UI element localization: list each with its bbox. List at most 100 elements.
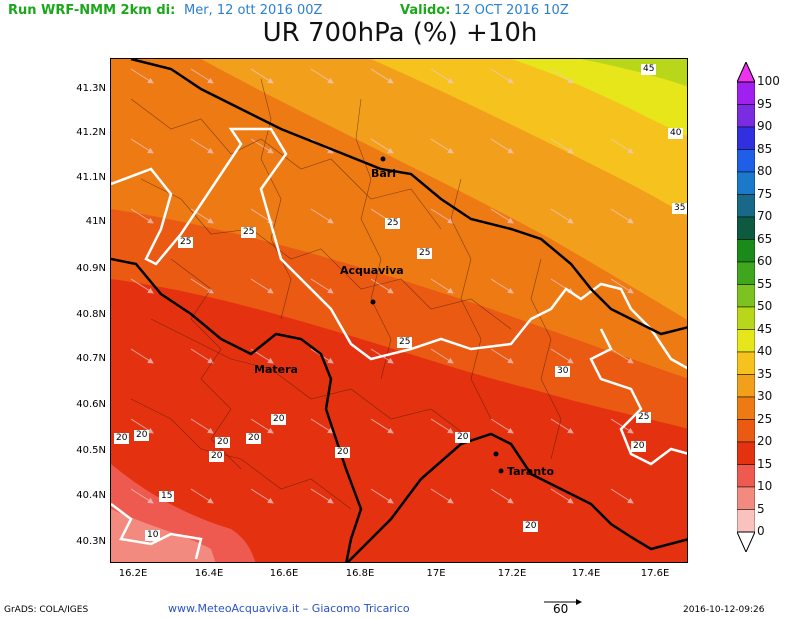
wind-vectors [130,68,634,504]
map-title: UR 700hPa (%) +10h [262,18,538,48]
province-boundary-west [111,257,363,562]
lat-tick: 40.7N [76,353,106,364]
colorbar-label: 100 [757,74,780,88]
coastline-adriatic [130,59,687,336]
municipal-boundaries [130,78,562,510]
contour-label: 25 [636,412,652,423]
colorbar-label: 10 [757,479,773,493]
region-boundary-sw [111,503,203,560]
contour-label: 20 [246,433,262,444]
colorbar-bottom-triangle [737,531,755,552]
colorbar-box [737,306,755,330]
colorbar-box [737,81,755,105]
contour-label: 25 [417,248,433,259]
contour-label: 25 [397,337,413,348]
lat-tick: 41.2N [76,127,106,138]
city-label-acquaviva: Acquaviva [340,264,404,277]
city-label-bari: Bari [371,167,397,180]
colorbar-box [737,126,755,150]
colorbar-label: 50 [757,299,773,313]
grads-credit: GrADS: COLA/IGES [4,605,89,615]
colorbar-box [737,104,755,128]
region-boundary-south [589,328,687,466]
lon-tick: 16.4E [194,568,224,579]
colorbar-label: 35 [757,366,773,381]
contour-label: 25 [178,237,194,248]
contour-label: 20 [134,430,150,441]
lat-tick: 40.5N [76,445,106,456]
contour-label: 20 [523,521,539,532]
lat-tick: 41N [85,216,106,227]
colorbar-label: 75 [757,186,773,201]
colorbar-label: 45 [757,321,773,336]
colorbar-label: 65 [757,231,773,246]
map-frame [110,58,688,563]
lat-tick: 40.6N [76,399,106,410]
band-40-45 [511,59,687,137]
lat-tick: 40.3N [76,536,106,547]
vector-reference-value: 60 [553,602,569,616]
lat-tick: 40.8N [76,309,106,320]
contour-label: 40 [668,128,684,139]
colorbar-box [737,216,755,240]
lon-tick: 16.6E [269,568,299,579]
lon-tick: 17E [426,568,446,579]
valid-label: Valido: [400,3,451,18]
contour-label: 20 [455,432,471,443]
band-45-50 [581,59,687,87]
colorbar-box [737,194,755,218]
contour-label: 20 [215,437,231,448]
band-5-10 [111,509,216,562]
lat-tick: 41.3N [76,83,106,94]
contour-label: 25 [241,227,257,238]
colorbar-box [737,351,755,375]
lon-tick: 17.6E [640,568,670,579]
colorbar [737,62,755,552]
city-label-matera: Matera [254,363,298,376]
contour-label: 20 [271,414,287,425]
colorbar-label: 5 [757,501,765,516]
coastline-ionian [346,432,687,562]
colorbar-box [737,374,755,398]
timestamp: 2016-10-12-09:26 [683,605,765,615]
colorbar-box [737,396,755,420]
colorbar-label: 0 [757,524,765,538]
colorbar-box [737,261,755,285]
colorbar-label: 70 [757,209,773,223]
colorbar-box [737,486,755,510]
contour-label: 25 [385,218,401,229]
lon-tick: 17.2E [497,568,527,579]
colorbar-label: 20 [757,434,773,448]
region-boundary [111,127,687,370]
contour-label: 20 [209,451,225,462]
band-35-40 [371,59,687,216]
colorbar-box [737,284,755,308]
colorbar-box [737,509,755,533]
city-label-taranto: Taranto [507,465,555,478]
colorbar-box [737,464,755,488]
contour-label: 45 [641,64,657,75]
colorbar-label: 95 [757,96,773,111]
colorbar-label: 90 [757,119,773,133]
colorbar-box [737,441,755,465]
contour-label: 10 [145,530,161,541]
lat-tick: 40.4N [76,490,106,501]
city-markers [370,156,504,474]
lon-tick: 17.4E [571,568,601,579]
colorbar-label: 30 [757,389,773,403]
contour-label: 20 [631,441,647,452]
lon-tick: 16.8E [345,568,375,579]
colorbar-label: 85 [757,141,773,156]
contour-label: 35 [672,203,688,214]
site-credit[interactable]: www.MeteoAcquaviva.it – Giacomo Tricaric… [168,602,410,615]
contour-label: 20 [114,433,130,444]
colorbar-box [737,329,755,353]
colorbar-label: 60 [757,254,773,268]
vector-reference-arrow [544,599,582,605]
contour-label: 15 [159,491,175,502]
colorbar-label: 15 [757,456,773,471]
lon-tick: 16.2E [118,568,148,579]
colorbar-top-triangle [737,62,755,83]
lat-tick: 41.1N [76,172,106,183]
lat-tick: 40.9N [76,263,106,274]
